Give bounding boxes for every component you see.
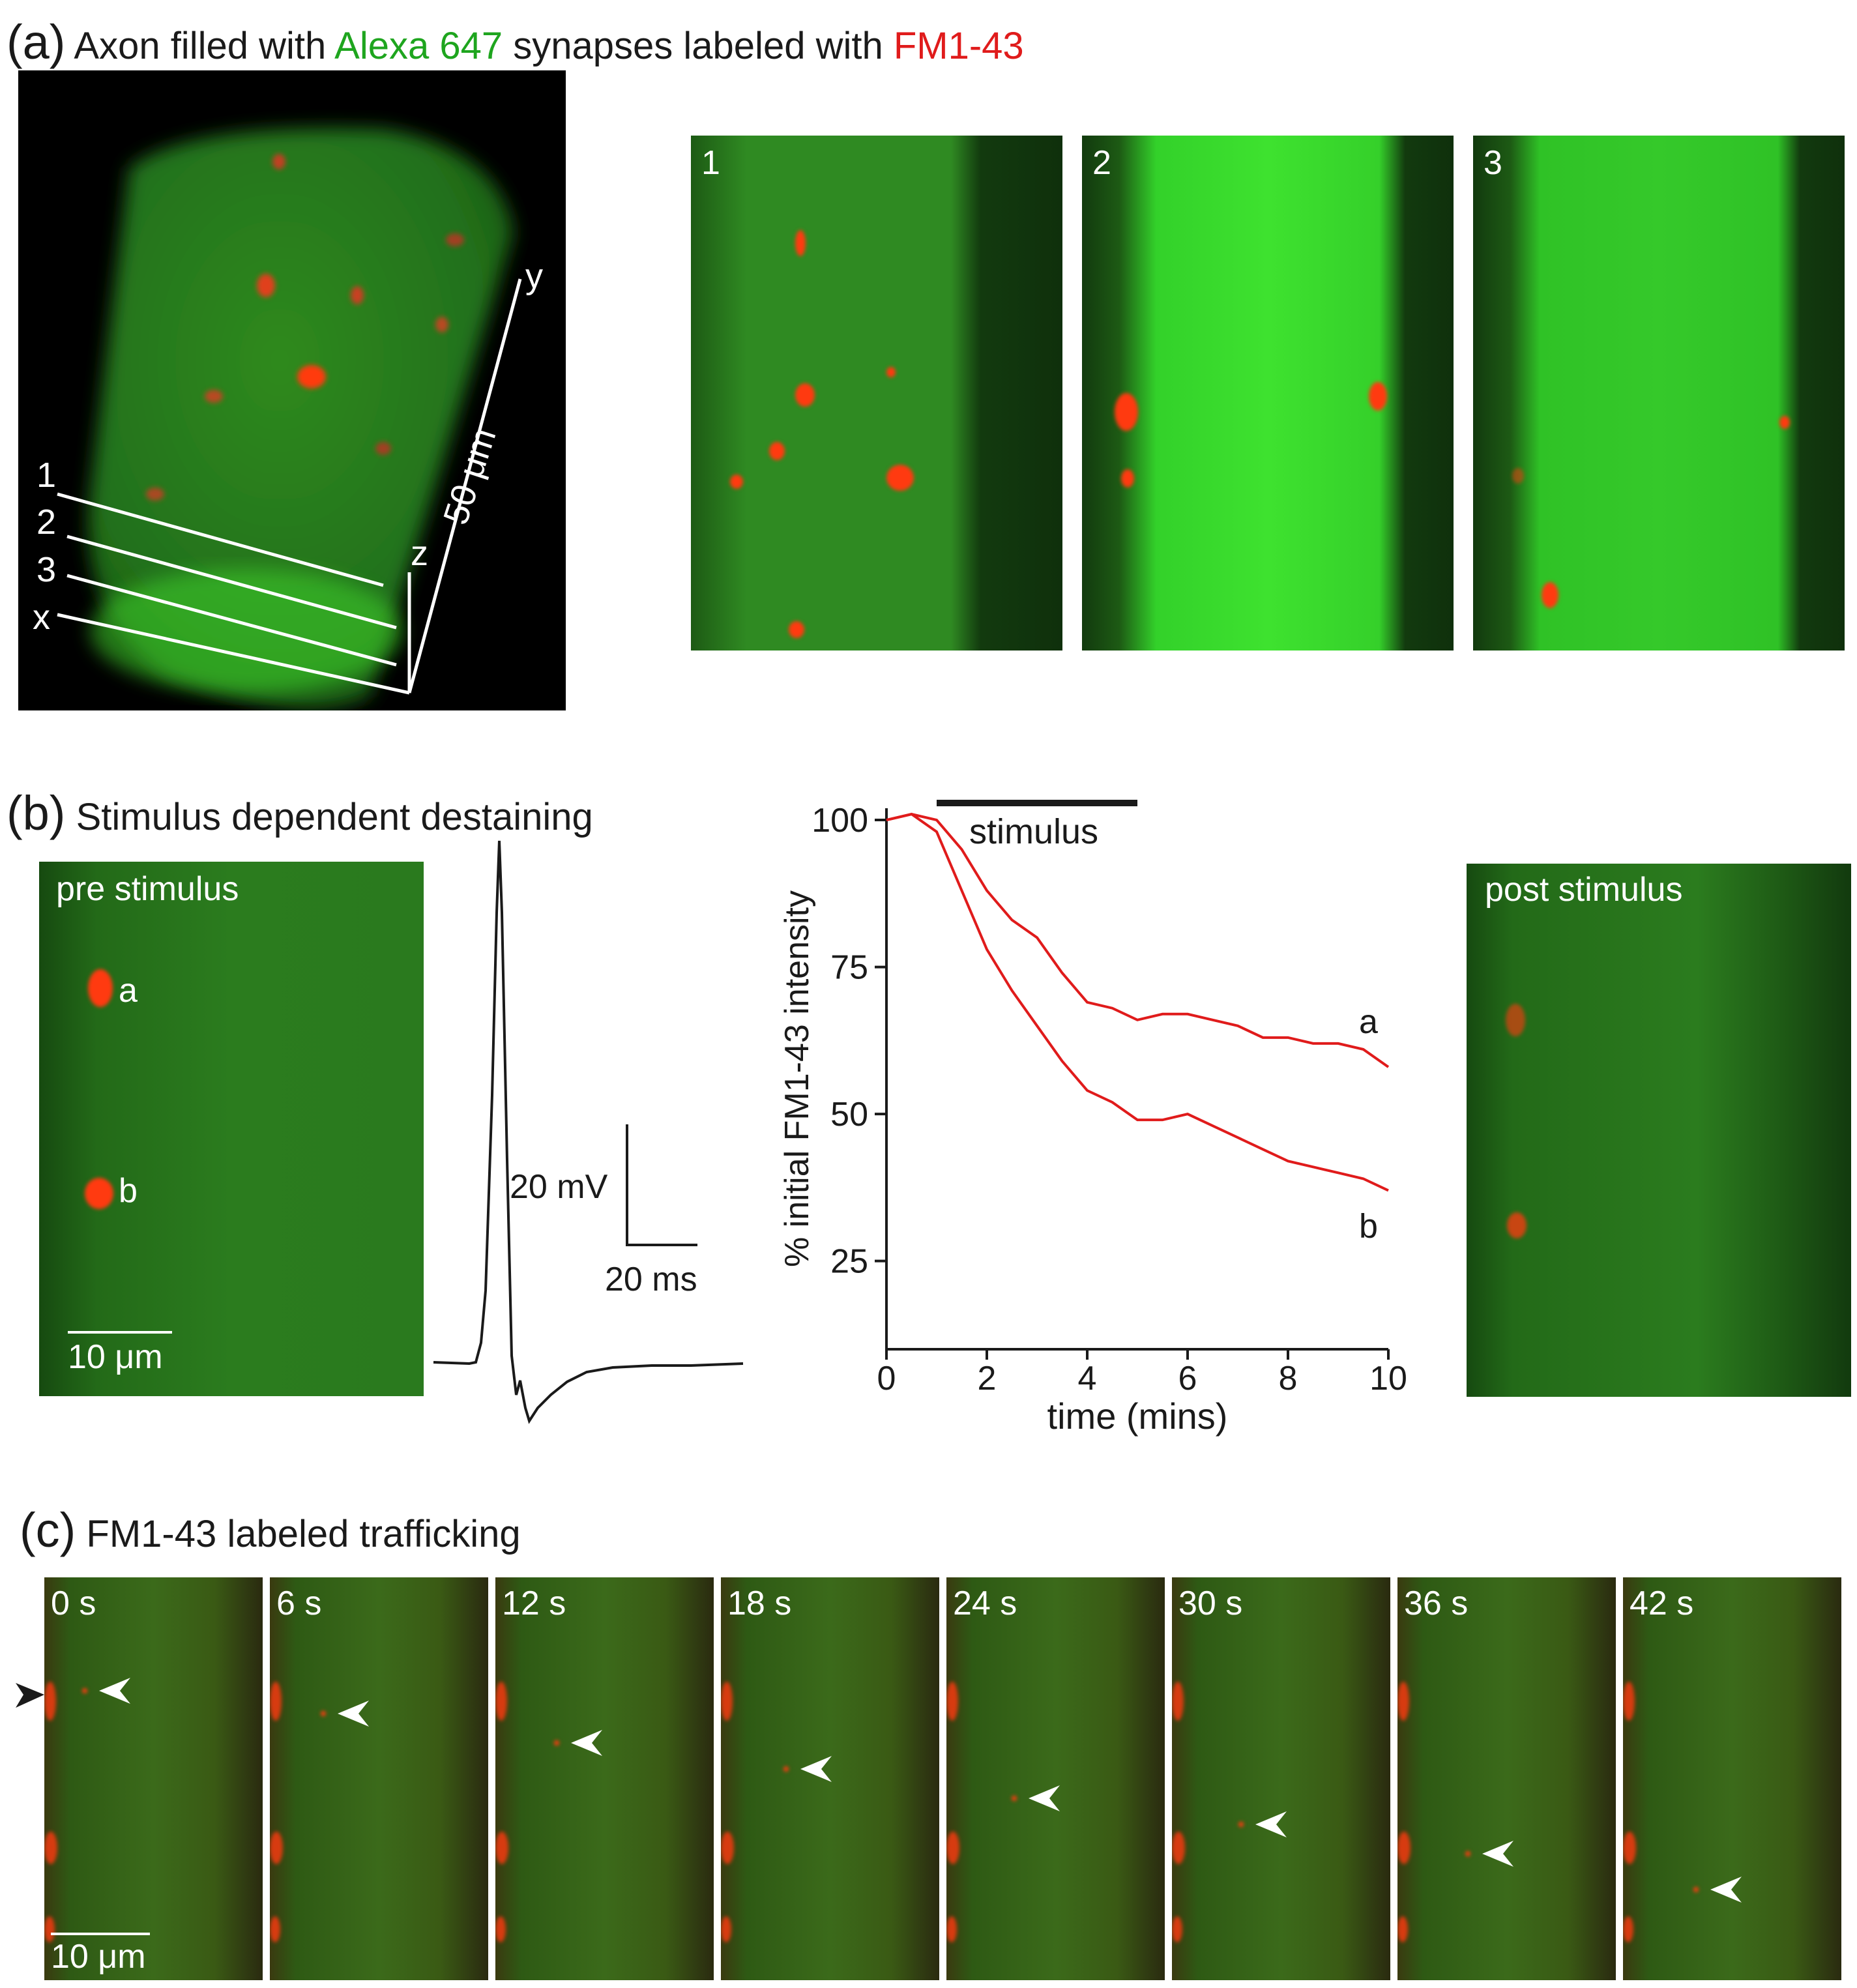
axon-3d-svg: [57, 128, 522, 709]
pre-stimulus-label: pre stimulus: [56, 870, 239, 908]
section-planes: [57, 492, 397, 667]
chart-text: 25 50 75 100 0 2 4 6 8 10 time (mins) % initial FM1…: [778, 802, 1407, 1437]
x-tick-label: 10: [1369, 1360, 1407, 1397]
scalebar-line: [68, 1331, 172, 1334]
trace-scale-t: 20 ms: [605, 1261, 697, 1298]
x-tick-label: 8: [1279, 1360, 1298, 1397]
post-stimulus-image: post stimulus: [1467, 864, 1851, 1397]
x-tick-label: 0: [877, 1360, 896, 1397]
trafficking-frame: 12 s: [495, 1577, 714, 1980]
axon-3d-puncta: [146, 154, 464, 501]
destaining-chart: 25 50 75 100 0 2 4 6 8 10 time (mins) % initial FM1…: [778, 800, 1407, 1437]
scalebar-label: 10 μm: [68, 1338, 163, 1376]
panel-c-heading: (c) FM1-43 labeled trafficking: [20, 1502, 521, 1558]
trafficking-frame: 30 s: [1172, 1577, 1390, 1980]
section-label-2: 2: [37, 503, 57, 542]
tracked-vesicle-arrow-icon: [99, 1678, 130, 1704]
section-frame-3-label: 3: [1484, 144, 1502, 182]
frame-time-label: 12 s: [502, 1585, 566, 1622]
trafficking-frame: 6 s: [270, 1577, 488, 1980]
chart-series: [886, 812, 1390, 1192]
trafficking-frame: 18 s: [721, 1577, 939, 1980]
scalebar-label: 10 μm: [51, 1938, 146, 1976]
axis-label-y: y: [525, 257, 543, 296]
trafficking-frame: 24 s: [946, 1577, 1165, 1980]
tracked-vesicle-arrow-icon: [1482, 1841, 1513, 1867]
spot-a-label: a: [119, 972, 138, 1010]
panel-c-title: FM1-43 labeled trafficking: [86, 1513, 521, 1555]
frame-time-label: 30 s: [1178, 1585, 1243, 1622]
y-axis-label: % initial FM1-43 intensity: [778, 890, 816, 1267]
panel-a-title-green: Alexa 647: [334, 25, 503, 67]
axon-3d-render: 1 2 3 x z y 50 μm: [18, 70, 566, 710]
panel-a-title-part2: synapses labeled with: [503, 25, 894, 67]
section-frame-2-label: 2: [1092, 144, 1111, 182]
frame-time-label: 36 s: [1404, 1585, 1469, 1622]
y-tick-label: 50: [830, 1096, 868, 1133]
action-potential-trace: 20 mV 20 ms: [433, 840, 744, 1424]
y-tick-label: 75: [830, 949, 868, 987]
frame-time-label: 18 s: [727, 1585, 792, 1622]
section-frame-1: 1: [691, 136, 1062, 650]
frame-time-label: 24 s: [953, 1585, 1017, 1622]
axon-end-face: [90, 569, 403, 693]
x-axis-label: time (mins): [1047, 1396, 1228, 1437]
y-tick-label: 25: [830, 1243, 868, 1281]
axis-label-z: z: [411, 534, 428, 573]
tracked-vesicle-arrow-icon: [1710, 1877, 1742, 1903]
tracked-vesicle-arrow-icon: [800, 1756, 832, 1782]
panel-a-letter: (a): [7, 15, 66, 69]
panel-b-letter: (b): [7, 786, 66, 840]
tracked-vesicle-arrow-icon: [1255, 1811, 1287, 1837]
trace-scale-v: 20 mV: [510, 1168, 608, 1206]
panel-a-heading: (a) Axon filled with Alexa 647 synapses …: [7, 14, 1024, 70]
panel-b-title: Stimulus dependent destaining: [76, 796, 593, 838]
trafficking-frame: 42 s: [1623, 1577, 1841, 1980]
panel-c-letter: (c): [20, 1503, 76, 1557]
stimulus-label: stimulus: [969, 812, 1098, 851]
trafficking-frames: 0 s 10 μm 6 s 12 s 18 s 24 s 30 s 36 s 42 s: [44, 1577, 1856, 1985]
series-line-b: [886, 812, 1389, 1192]
pre-stimulus-image: pre stimulus a b 10 μm: [39, 862, 424, 1396]
post-stimulus-label: post stimulus: [1485, 871, 1683, 909]
x-tick-label: 2: [978, 1360, 997, 1397]
section-label-3: 3: [37, 550, 57, 589]
scalebar-line: [51, 1933, 150, 1935]
frame-time-label: 0 s: [51, 1585, 96, 1622]
trace-scale-bar: [626, 1124, 697, 1246]
tracked-vesicle-arrow-icon: [571, 1730, 602, 1756]
panel-a-title-red: FM1-43: [893, 25, 1024, 67]
frame-time-label: 42 s: [1630, 1585, 1694, 1622]
tracked-vesicle-arrow-icon: [1029, 1785, 1060, 1811]
axis-label-x: x: [33, 598, 50, 637]
chart-axes: [875, 800, 1390, 1360]
series-label-a: a: [1359, 1003, 1378, 1041]
section-frame-1-label: 1: [701, 144, 720, 182]
series-line-a: [886, 812, 1390, 1068]
y-tick-label: 100: [812, 802, 868, 840]
section-label-1: 1: [37, 456, 57, 495]
section-frame-2: 2: [1082, 136, 1454, 650]
frame-time-label: 6 s: [276, 1585, 322, 1622]
x-tick-label: 6: [1178, 1360, 1197, 1397]
x-tick-label: 4: [1078, 1360, 1097, 1397]
trafficking-frame: 0 s 10 μm: [44, 1577, 263, 1980]
trace-line: [433, 840, 744, 1424]
tracked-vesicle-arrow-icon: [338, 1701, 369, 1727]
spot-b-label: b: [119, 1172, 138, 1210]
reference-arrowhead-icon: [16, 1683, 44, 1708]
panel-b-heading: (b) Stimulus dependent destaining: [7, 785, 593, 841]
axon-cylinder: [88, 128, 514, 709]
series-label-b: b: [1359, 1207, 1378, 1245]
panel-a-title-part1: Axon filled with: [74, 25, 335, 67]
trafficking-frame: 36 s: [1397, 1577, 1616, 1980]
axis-lines: [57, 278, 522, 695]
section-frame-3: 3: [1473, 136, 1845, 650]
